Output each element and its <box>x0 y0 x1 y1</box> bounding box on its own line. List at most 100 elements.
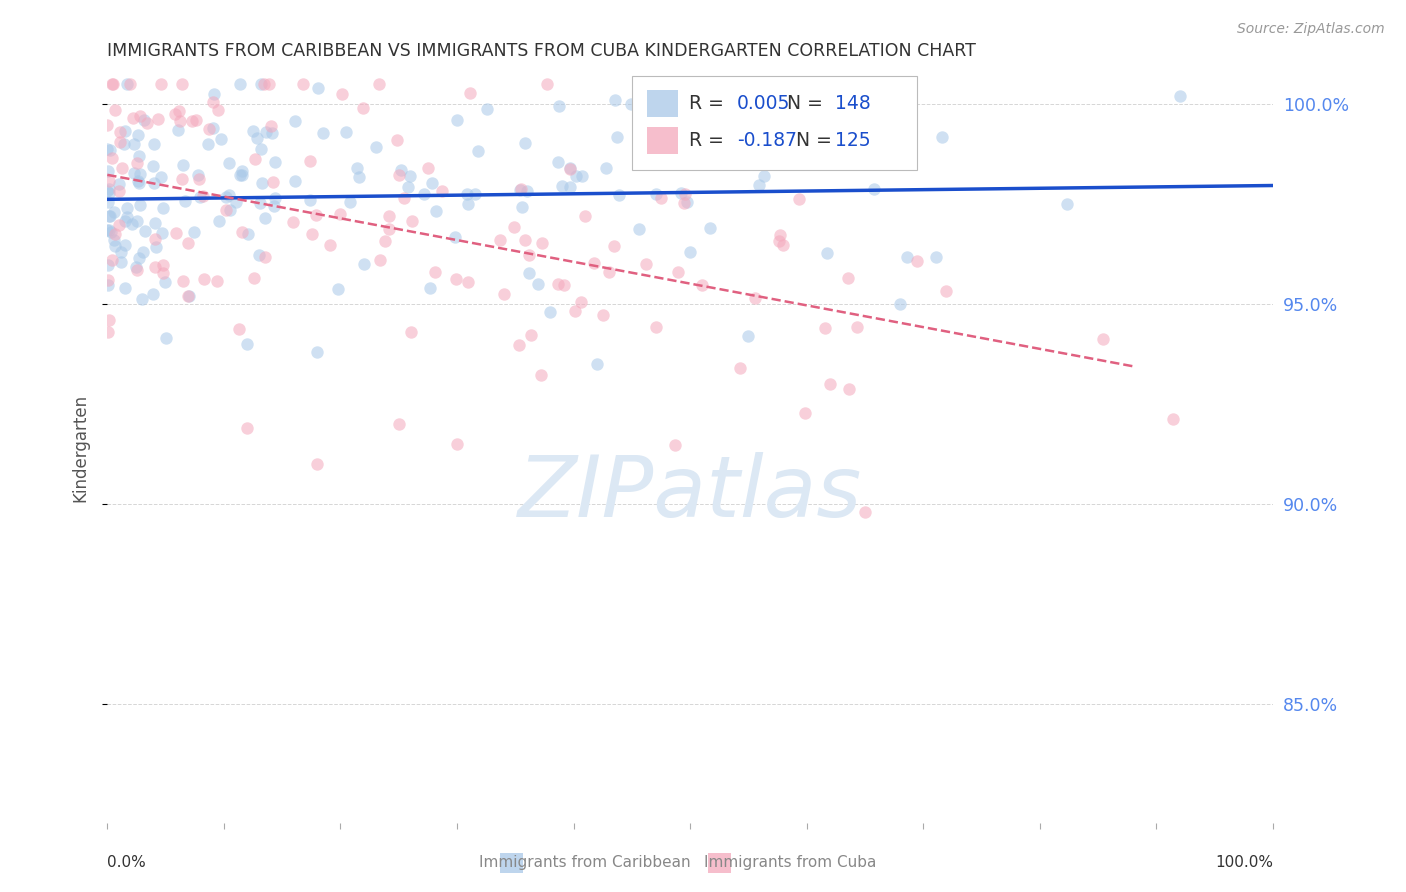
Point <box>242 124 264 138</box>
Point <box>845 320 868 334</box>
Point <box>628 222 651 236</box>
Point <box>229 168 252 182</box>
Point <box>818 377 841 392</box>
Point <box>231 168 253 182</box>
Point <box>456 187 478 202</box>
Point <box>145 240 167 254</box>
Point <box>298 154 321 169</box>
Point <box>142 176 165 190</box>
Point <box>249 196 271 211</box>
Point <box>595 161 617 175</box>
Point <box>208 214 231 228</box>
Point <box>517 266 540 280</box>
Point <box>193 272 215 286</box>
Point <box>328 282 350 296</box>
Point <box>207 103 229 118</box>
Point <box>215 203 238 218</box>
Point <box>148 112 170 126</box>
Point <box>368 252 391 267</box>
Point <box>107 177 129 191</box>
Point <box>519 248 541 262</box>
Point <box>673 186 696 201</box>
Point <box>128 252 150 266</box>
Point <box>536 78 558 92</box>
Point <box>935 284 957 298</box>
Point <box>129 167 152 181</box>
Point <box>423 265 446 279</box>
Point <box>98 186 121 201</box>
Point <box>905 254 928 268</box>
Point <box>229 78 252 92</box>
Point <box>339 195 361 210</box>
Point <box>96 142 118 156</box>
Text: N =: N = <box>796 131 838 150</box>
Point <box>330 87 353 101</box>
Point <box>558 180 581 194</box>
Text: -0.187: -0.187 <box>737 131 797 150</box>
Point <box>311 127 333 141</box>
Point <box>172 159 194 173</box>
Text: Immigrants from Caribbean: Immigrants from Caribbean <box>478 855 690 870</box>
Point <box>583 256 606 270</box>
Bar <box>709 853 731 872</box>
Point <box>121 217 143 231</box>
Point <box>236 421 259 435</box>
Point <box>114 238 136 252</box>
Point <box>401 214 423 228</box>
Point <box>180 114 202 128</box>
Bar <box>647 90 679 117</box>
Point <box>101 252 124 267</box>
Point <box>118 78 141 92</box>
Point <box>114 281 136 295</box>
Point <box>103 204 125 219</box>
Point <box>664 438 686 452</box>
Point <box>132 244 155 259</box>
Point <box>742 135 765 149</box>
Point <box>772 237 794 252</box>
Point <box>368 78 391 92</box>
FancyBboxPatch shape <box>631 76 918 170</box>
Bar <box>647 128 679 154</box>
Point <box>494 287 516 301</box>
Point <box>385 132 408 146</box>
Point <box>174 194 197 209</box>
Point <box>128 149 150 163</box>
Point <box>863 182 886 196</box>
Point <box>527 277 550 291</box>
Point <box>432 184 454 198</box>
Point <box>1092 333 1115 347</box>
Point <box>236 337 259 351</box>
Point <box>896 250 918 264</box>
Point <box>690 278 713 293</box>
Point <box>603 238 626 252</box>
Point <box>292 78 315 92</box>
Point <box>538 305 561 319</box>
Point <box>464 187 486 202</box>
Point <box>489 233 512 247</box>
Point <box>141 287 163 301</box>
Point <box>98 144 121 158</box>
Point <box>883 84 905 98</box>
Point <box>202 121 225 136</box>
Point <box>167 123 190 137</box>
Point <box>673 195 696 210</box>
Point <box>249 78 271 92</box>
Point <box>125 260 148 275</box>
Point <box>100 225 122 239</box>
Point <box>247 247 270 261</box>
Point <box>931 130 953 145</box>
Point <box>114 214 136 228</box>
Point <box>446 113 468 128</box>
Point <box>96 184 118 198</box>
Point <box>98 209 121 223</box>
Point <box>143 260 166 274</box>
Point <box>547 99 569 113</box>
Point <box>108 125 131 139</box>
Point <box>207 274 229 288</box>
Point <box>254 250 277 264</box>
Point <box>129 198 152 212</box>
Point <box>510 182 533 196</box>
Text: 148: 148 <box>835 94 870 112</box>
Point <box>127 128 149 142</box>
Point <box>128 176 150 190</box>
